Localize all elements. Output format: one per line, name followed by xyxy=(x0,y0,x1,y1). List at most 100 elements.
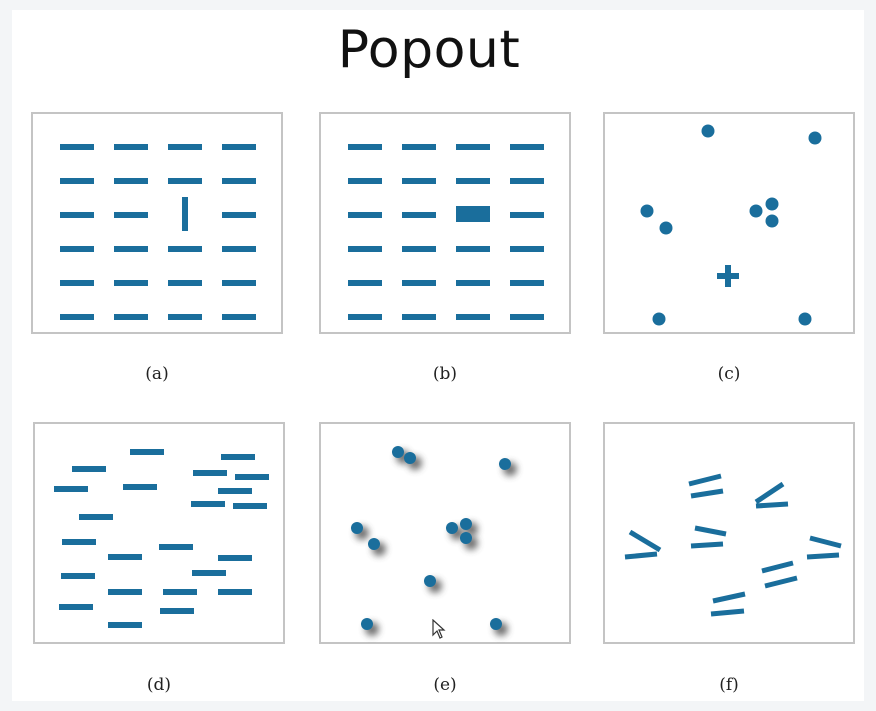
dash xyxy=(348,246,382,252)
dot xyxy=(749,204,763,218)
dash xyxy=(402,246,436,252)
dash xyxy=(62,539,96,545)
dash xyxy=(108,554,142,560)
panel-f-figure xyxy=(624,473,842,617)
dot xyxy=(798,312,812,326)
dot xyxy=(808,131,822,145)
dash xyxy=(60,144,94,150)
panel-f-caption: (f) xyxy=(719,675,739,695)
dash xyxy=(163,589,197,595)
dash xyxy=(108,622,142,628)
dash xyxy=(59,604,93,610)
dash xyxy=(510,280,544,286)
dash xyxy=(168,246,202,252)
dash xyxy=(348,280,382,286)
line-pair-converging xyxy=(624,529,662,560)
dash xyxy=(114,178,148,184)
dash xyxy=(218,555,252,561)
dash xyxy=(114,314,148,320)
shaded-dot xyxy=(351,522,369,540)
panel-d-figure xyxy=(54,449,269,628)
panel-f xyxy=(603,422,855,644)
thick-dash-target xyxy=(456,206,490,222)
shaded-dot xyxy=(499,458,517,476)
shaded-dot xyxy=(404,452,422,470)
dash xyxy=(348,212,382,218)
panel-a-figure xyxy=(60,144,256,320)
dash xyxy=(402,212,436,218)
dash xyxy=(159,544,193,550)
line-pair xyxy=(761,560,798,589)
dash xyxy=(402,144,436,150)
dash xyxy=(222,178,256,184)
dash xyxy=(510,144,544,150)
dash xyxy=(168,314,202,320)
line-pair xyxy=(806,535,842,560)
dot xyxy=(701,124,715,138)
dash xyxy=(192,570,226,576)
panel-c xyxy=(603,112,855,334)
panel-b-figure xyxy=(348,144,544,320)
dash xyxy=(114,144,148,150)
dash xyxy=(191,501,225,507)
dash xyxy=(456,178,490,184)
dash xyxy=(218,488,252,494)
panel-d xyxy=(33,422,285,644)
dash xyxy=(456,246,490,252)
dot xyxy=(765,214,779,228)
dash xyxy=(222,212,256,218)
dash xyxy=(54,486,88,492)
panel-a xyxy=(31,112,283,334)
dash xyxy=(60,314,94,320)
dash xyxy=(114,280,148,286)
dash xyxy=(193,470,227,476)
plus-target xyxy=(717,265,739,287)
panel-e xyxy=(319,422,571,644)
dash xyxy=(456,144,490,150)
dash xyxy=(168,178,202,184)
line-pair xyxy=(690,525,727,549)
dash xyxy=(402,314,436,320)
shaded-dot xyxy=(368,538,386,556)
dash xyxy=(123,484,157,490)
panel-a-caption: (a) xyxy=(145,364,169,384)
dash xyxy=(114,246,148,252)
shaded-dot xyxy=(424,575,442,593)
dash xyxy=(108,589,142,595)
dash xyxy=(402,280,436,286)
dash xyxy=(402,178,436,184)
dash xyxy=(60,280,94,286)
dot xyxy=(765,197,779,211)
dash xyxy=(510,314,544,320)
dash xyxy=(222,144,256,150)
panel-d-caption: (d) xyxy=(146,675,172,695)
dash xyxy=(221,454,255,460)
dash xyxy=(130,449,164,455)
dash xyxy=(456,280,490,286)
panel-b-caption: (b) xyxy=(432,364,458,384)
dash xyxy=(72,466,106,472)
dash xyxy=(61,573,95,579)
dash xyxy=(222,280,256,286)
dash xyxy=(79,514,113,520)
line-pair xyxy=(688,473,724,499)
dash xyxy=(60,246,94,252)
panel-c-caption: (c) xyxy=(717,364,741,384)
dash xyxy=(233,503,267,509)
dash xyxy=(510,246,544,252)
panel-e-figure xyxy=(351,446,517,636)
vertical-dash-target xyxy=(182,197,188,231)
dash xyxy=(60,212,94,218)
dash xyxy=(222,314,256,320)
dash xyxy=(510,212,544,218)
dash xyxy=(456,314,490,320)
shaded-dot xyxy=(490,618,508,636)
dot xyxy=(652,312,666,326)
panel-c-figure xyxy=(640,124,822,326)
dash xyxy=(114,212,148,218)
dash xyxy=(348,144,382,150)
dash xyxy=(510,178,544,184)
dot xyxy=(659,221,673,235)
dash xyxy=(222,246,256,252)
slide-title: Popout xyxy=(337,20,521,80)
